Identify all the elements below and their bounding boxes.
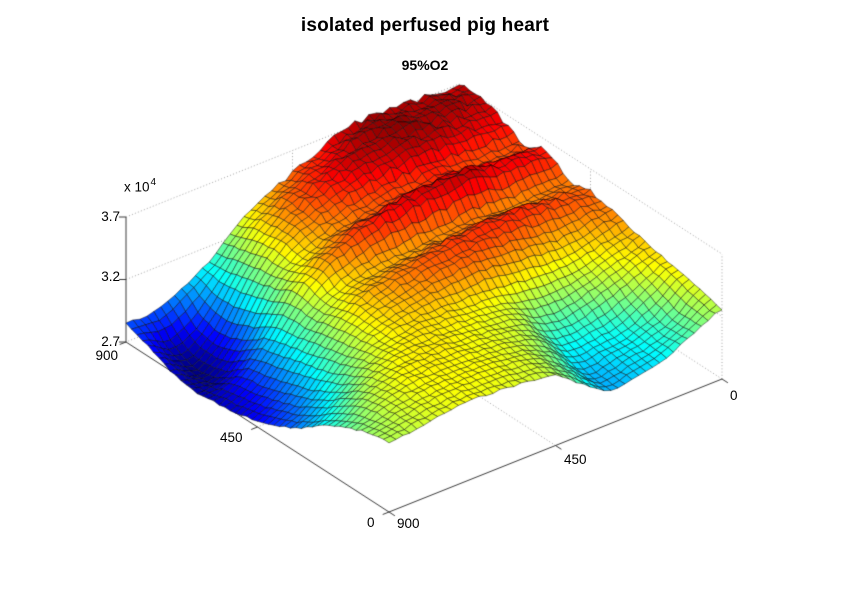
figure-title: isolated perfused pig heart bbox=[300, 15, 550, 36]
right-axis-tick-label-900: 900 bbox=[397, 516, 420, 531]
right-axis-tick-label-0: 0 bbox=[730, 388, 738, 403]
left-axis-tick-label-450: 450 bbox=[220, 430, 243, 445]
z-tick-label-3-7: 3.7 bbox=[101, 209, 120, 224]
left-axis-tick-label-900: 900 bbox=[95, 348, 118, 363]
z-exponent-power: 4 bbox=[150, 177, 157, 188]
figure-subtitle: 95%O2 bbox=[401, 57, 449, 73]
z-exponent-prefix: x 10 bbox=[124, 179, 150, 195]
z-tick-label-3-2: 3.2 bbox=[101, 269, 120, 284]
left-axis-tick-label-0: 0 bbox=[367, 515, 375, 530]
z-tick-label-2-7: 2.7 bbox=[101, 334, 120, 349]
z-axis-exponent-label: x 104 bbox=[124, 177, 157, 195]
right-axis-tick-label-450: 450 bbox=[564, 452, 587, 467]
